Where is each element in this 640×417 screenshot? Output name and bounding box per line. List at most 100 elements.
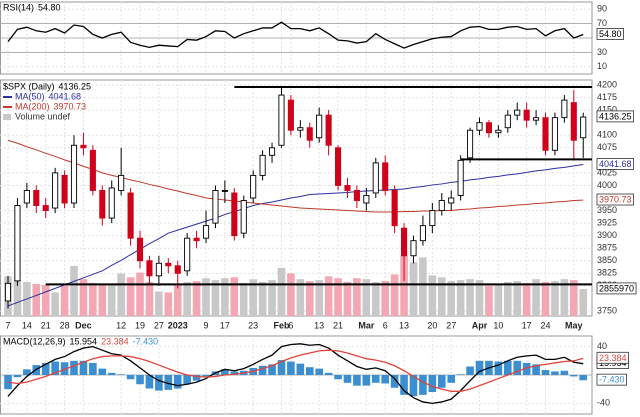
histogram-bar: [362, 375, 371, 386]
candle-body: [136, 237, 144, 262]
volume-bar: [13, 280, 22, 316]
y-tick-label: 90: [597, 4, 607, 14]
value-box: [596, 282, 637, 295]
candle-body: [268, 147, 276, 156]
histogram-bar: [560, 370, 569, 375]
candle-body: [485, 122, 492, 134]
candle-body: [551, 117, 558, 151]
value-box-label: 3970.73: [599, 195, 632, 205]
histogram-bar: [447, 375, 456, 383]
y-tick-label: 4025: [597, 167, 617, 177]
volume-bar: [305, 281, 314, 316]
y-tick-label: -40: [597, 398, 610, 408]
volume-bar: [362, 279, 371, 316]
x-tick-label: 2023: [168, 320, 188, 330]
volume-bar: [136, 272, 144, 316]
value-box: [596, 28, 624, 40]
candle-body: [316, 114, 323, 139]
candle-body: [438, 200, 445, 212]
volume-bar: [70, 265, 78, 316]
y-tick-label: 70: [597, 18, 607, 28]
value-box-label: 54.80: [599, 29, 622, 39]
histogram-bar: [70, 360, 78, 375]
y-tick-label: 10: [597, 61, 607, 71]
x-tick-label: 21: [41, 320, 51, 330]
volume-bar: [522, 282, 531, 316]
histogram-bar: [89, 362, 97, 375]
histogram-bar: [513, 360, 522, 375]
x-tick-label: 17: [522, 320, 532, 330]
panel-value: 23.384: [101, 336, 129, 346]
histogram-bar: [136, 375, 144, 385]
candle-body: [146, 260, 153, 277]
last-close: 4136.25: [59, 81, 92, 91]
value-box-label: 4041.68: [599, 159, 632, 169]
volume-bar: [456, 280, 465, 316]
histogram-bar: [409, 375, 418, 397]
series-line: [7, 21, 584, 49]
candle-body: [165, 262, 172, 267]
candle-body: [457, 159, 464, 196]
series-line: [7, 349, 584, 392]
y-tick-label: 4000: [597, 180, 617, 190]
value-box: [596, 193, 634, 206]
volume-bar: [126, 277, 135, 316]
volume-bar: [51, 292, 59, 316]
histogram-bar: [343, 375, 352, 383]
x-tick-label: Dec: [75, 320, 92, 330]
legend-label: MA(50): [15, 91, 45, 101]
x-tick-label: 20: [427, 320, 437, 330]
candle-body: [184, 237, 191, 272]
histogram-bar: [390, 375, 399, 388]
candle-body: [4, 282, 12, 302]
x-tick-label: 13: [399, 320, 409, 330]
candle-body: [570, 102, 577, 141]
histogram-bar: [155, 375, 163, 391]
histogram-bar: [551, 371, 559, 375]
histogram-bar: [41, 362, 50, 375]
candle-body: [193, 237, 200, 242]
y-tick-label: 40: [597, 341, 607, 351]
candle-body: [306, 127, 313, 141]
volume-bar: [98, 283, 107, 316]
candle-body: [580, 116, 587, 139]
candle-body: [401, 227, 408, 257]
histogram-bar: [353, 375, 361, 386]
series-line: [7, 343, 584, 405]
value-box-label: 23.384: [599, 353, 627, 363]
legend-value: 3970.73: [54, 101, 87, 111]
candle-body: [42, 205, 49, 212]
y-tick-label: 3875: [597, 243, 617, 253]
histogram-bar: [579, 375, 588, 381]
volume-bar: [32, 283, 41, 316]
volume-bar: [117, 273, 125, 316]
volume-bar: [221, 278, 229, 316]
candle-body: [561, 99, 568, 119]
value-box-label: 2855970: [599, 283, 634, 293]
candle-body: [23, 190, 30, 204]
x-tick-label: 21: [333, 320, 343, 330]
volume-bar: [173, 283, 182, 316]
volume-bar: [239, 282, 248, 316]
candle-body: [89, 149, 96, 191]
candle-body: [429, 210, 436, 227]
y-tick-label: 30: [597, 47, 607, 57]
legend-label: MA(200): [15, 101, 50, 111]
histogram-bar: [202, 375, 210, 377]
histogram-bar: [324, 372, 333, 375]
histogram-bar: [532, 364, 540, 375]
value-box-label: 4136.25: [599, 111, 632, 121]
x-tick-label: 6: [383, 320, 388, 330]
volume-bar: [409, 262, 418, 316]
volume-bar: [334, 278, 342, 316]
candle-body: [467, 129, 474, 159]
volume-bar: [485, 285, 493, 316]
volume-bar: [230, 277, 239, 316]
histogram-bar: [287, 361, 295, 375]
histogram-bar: [107, 372, 116, 375]
volume-bar: [202, 278, 210, 316]
histogram-bar: [60, 362, 69, 375]
y-tick-label: 3950: [597, 205, 617, 215]
candle-body: [127, 192, 134, 239]
